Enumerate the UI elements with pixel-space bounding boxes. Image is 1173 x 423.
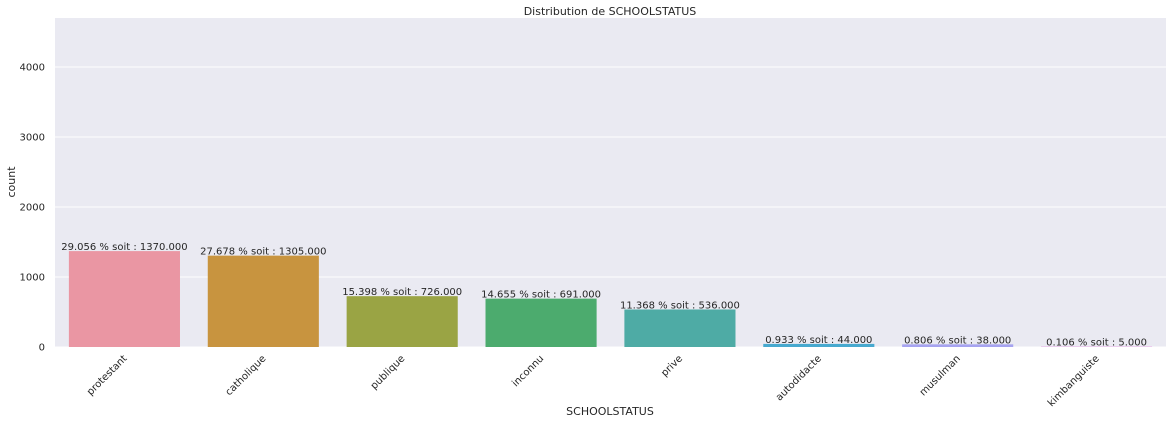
bar-value-label: 27.678 % soit : 1305.000 [200, 247, 326, 258]
bar-value-label: 11.368 % soit : 536.000 [620, 300, 740, 311]
bar-prive [624, 309, 736, 347]
y-tick-label: 4000 [20, 63, 45, 74]
bar-value-label: 0.106 % soit : 5.000 [1046, 338, 1147, 349]
y-tick-label: 0 [39, 343, 45, 354]
y-tick-label: 1000 [20, 273, 45, 284]
bar-value-label: 15.398 % soit : 726.000 [342, 287, 462, 298]
x-tick-label: inconnu [510, 353, 546, 389]
bar-inconnu [485, 298, 597, 347]
x-tick-label: catholique [224, 353, 269, 398]
x-tick-label: publique [369, 353, 407, 391]
bar-musulman [902, 344, 1014, 347]
bar-value-label: 29.056 % soit : 1370.000 [61, 242, 187, 253]
y-axis-ticks: 0 1000 2000 3000 4000 [20, 63, 45, 354]
bar-value-label: 14.655 % soit : 691.000 [481, 290, 601, 301]
bar-publique [346, 296, 458, 347]
x-axis-ticks: protestant catholique publique inconnu prive… [85, 353, 1102, 409]
y-tick-label: 3000 [20, 133, 45, 144]
y-tick-label: 2000 [20, 203, 45, 214]
x-tick-label: musulman [918, 353, 963, 398]
x-axis-label: SCHOOLSTATUS [566, 405, 654, 418]
chart-title: Distribution de SCHOOLSTATUS [524, 5, 697, 18]
bar-catholique [207, 255, 319, 347]
x-tick-label: kimbanguiste [1046, 353, 1102, 409]
bar-labels: 29.056 % soit : 1370.000 27.678 % soit : … [61, 242, 1147, 349]
bar-autodidacte [763, 343, 875, 347]
bar-protestant [68, 251, 180, 347]
x-tick-label: autodidacte [774, 353, 824, 403]
y-axis-label: count [5, 166, 18, 198]
x-tick-label: prive [659, 353, 685, 379]
bars [68, 251, 1153, 347]
x-tick-label: protestant [85, 353, 130, 398]
bar-value-label: 0.806 % soit : 38.000 [904, 335, 1011, 346]
bar-value-label: 0.933 % soit : 44.000 [765, 335, 872, 346]
